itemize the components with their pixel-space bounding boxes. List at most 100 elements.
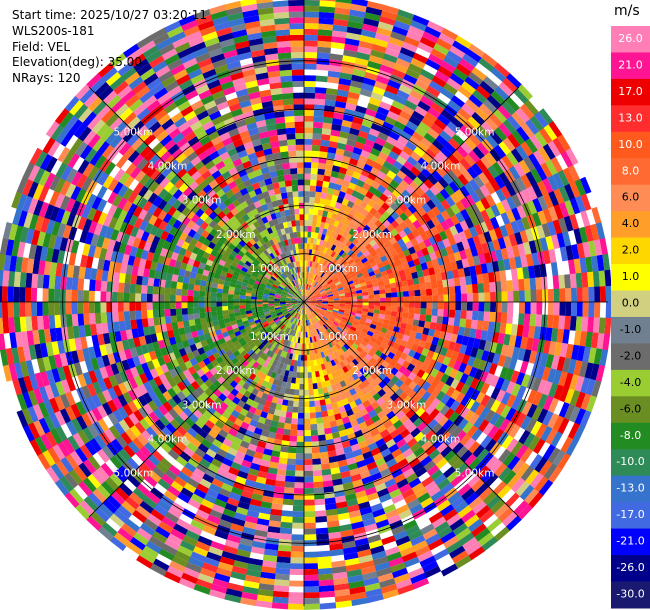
velocity-gate — [317, 270, 322, 277]
velocity-gate — [378, 578, 396, 589]
velocity-gate — [405, 452, 417, 464]
velocity-gate — [401, 41, 418, 53]
velocity-gate — [337, 172, 346, 180]
velocity-gate — [296, 441, 304, 448]
velocity-gate — [132, 355, 141, 367]
velocity-gate — [343, 552, 359, 561]
velocity-gate — [459, 185, 470, 198]
velocity-gate — [309, 285, 313, 291]
velocity-gate — [391, 306, 398, 312]
velocity-gate — [462, 421, 474, 434]
velocity-gate — [325, 288, 332, 293]
velocity-gate — [204, 419, 215, 430]
velocity-gate — [468, 150, 481, 164]
velocity-gate — [387, 324, 395, 331]
velocity-gate — [382, 160, 393, 171]
velocity-gate — [425, 288, 433, 296]
velocity-gate — [420, 295, 427, 303]
velocity-gate — [276, 310, 282, 315]
velocity-gate — [355, 363, 363, 371]
velocity-gate — [67, 435, 80, 451]
velocity-gate — [101, 445, 115, 460]
velocity-gate — [487, 165, 500, 179]
velocity-gate — [106, 494, 122, 510]
velocity-gate — [341, 373, 348, 381]
velocity-gate — [333, 18, 349, 27]
velocity-gate — [330, 314, 337, 319]
velocity-gate — [273, 409, 281, 417]
velocity-gate — [482, 491, 498, 506]
velocity-gate — [307, 313, 310, 320]
velocity-gate — [365, 243, 373, 251]
velocity-gate — [245, 370, 253, 378]
velocity-gate — [182, 407, 193, 418]
velocity-gate — [446, 50, 463, 64]
velocity-gate — [490, 302, 497, 313]
velocity-gate — [314, 365, 319, 372]
velocity-gate — [180, 333, 188, 342]
velocity-gate — [121, 339, 130, 351]
velocity-gate — [347, 504, 360, 513]
velocity-gate — [42, 274, 50, 289]
velocity-gate — [123, 282, 131, 293]
velocity-gate — [274, 297, 281, 300]
velocity-gate — [124, 273, 132, 284]
velocity-gate — [407, 390, 418, 400]
velocity-gate — [237, 543, 252, 553]
velocity-gate — [256, 594, 273, 603]
velocity-gate — [334, 495, 347, 504]
velocity-gate — [208, 589, 226, 600]
velocity-gate — [219, 401, 229, 411]
velocity-gate — [326, 269, 332, 276]
velocity-gate — [438, 32, 456, 46]
velocity-gate — [8, 223, 18, 241]
velocity-gate — [320, 292, 327, 296]
velocity-gate — [415, 345, 424, 355]
velocity-gate — [157, 339, 166, 349]
velocity-gate — [195, 395, 205, 405]
velocity-gate — [604, 317, 612, 335]
velocity-gate — [424, 480, 438, 493]
velocity-gate — [317, 327, 322, 334]
velocity-gate — [273, 585, 290, 593]
velocity-gate — [367, 423, 377, 432]
velocity-gate — [356, 325, 364, 332]
velocity-gate — [228, 428, 238, 437]
velocity-gate — [330, 467, 341, 475]
velocity-gate — [579, 331, 588, 347]
velocity-gate — [295, 336, 299, 343]
velocity-gate — [30, 287, 38, 302]
velocity-gate — [192, 409, 203, 419]
velocity-gate — [363, 273, 370, 279]
velocity-gate — [396, 424, 407, 434]
velocity-gate — [366, 534, 382, 544]
velocity-gate — [233, 290, 241, 296]
velocity-gate — [195, 509, 210, 520]
velocity-gate — [410, 357, 419, 367]
velocity-gate — [295, 307, 300, 312]
velocity-gate — [115, 361, 125, 373]
velocity-gate — [419, 314, 426, 322]
velocity-gate — [332, 292, 339, 296]
velocity-gate — [292, 505, 304, 512]
velocity-gate — [216, 310, 223, 316]
velocity-gate — [260, 318, 267, 324]
velocity-gate — [468, 226, 478, 238]
velocity-gate — [479, 370, 489, 383]
velocity-gate — [326, 211, 333, 219]
velocity-gate — [148, 243, 158, 254]
velocity-gate — [298, 401, 304, 408]
velocity-gate — [257, 308, 264, 312]
velocity-gate — [315, 275, 319, 282]
velocity-gate — [303, 355, 308, 361]
velocity-gate — [270, 420, 279, 428]
velocity-gate — [389, 429, 400, 439]
velocity-gate — [389, 165, 400, 175]
velocity-gate — [36, 231, 46, 247]
velocity-gate — [304, 98, 315, 105]
velocity-gate — [28, 373, 39, 390]
velocity-gate — [357, 275, 365, 281]
velocity-gate — [530, 302, 537, 315]
velocity-gate — [543, 124, 558, 141]
velocity-gate — [139, 550, 156, 564]
